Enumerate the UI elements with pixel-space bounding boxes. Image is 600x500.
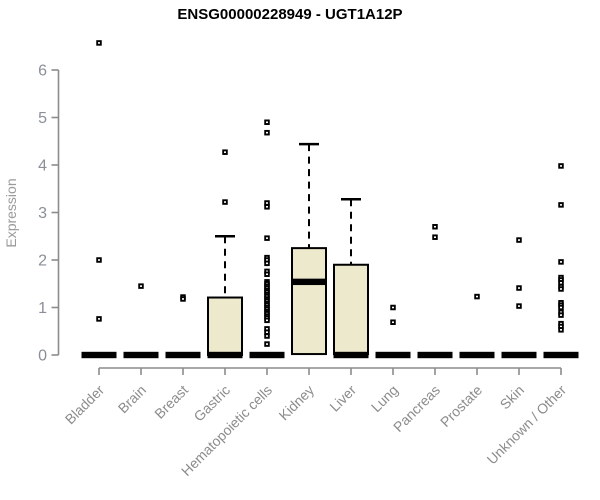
x-tick-label-prostate: Prostate: [437, 382, 485, 430]
outlier-center-bladder: [98, 259, 100, 261]
y-tick-label: 6: [38, 63, 47, 80]
outlier-center-lung: [392, 306, 394, 309]
outlier-center-pancreas: [434, 225, 436, 228]
y-tick-label: 5: [38, 110, 47, 127]
outlier-center-pancreas: [434, 236, 436, 238]
outlier-center-unknown-other: [560, 282, 562, 284]
outlier-center-hematopoietic-cells: [266, 328, 268, 330]
outlier-center-bladder: [98, 318, 100, 320]
x-tick-label-pancreas: Pancreas: [390, 382, 443, 435]
y-tick-label: 2: [38, 253, 47, 270]
outlier-center-hematopoietic-cells: [266, 237, 268, 239]
y-tick-label: 0: [38, 348, 47, 365]
x-tick-label-skin: Skin: [497, 382, 528, 413]
median-brain: [123, 351, 159, 359]
outlier-center-unknown-other: [560, 306, 562, 309]
outlier-center-hematopoietic-cells: [266, 121, 268, 124]
outlier-center-hematopoietic-cells: [266, 202, 268, 204]
median-kidney: [291, 278, 327, 286]
outlier-center-hematopoietic-cells: [266, 331, 268, 333]
outlier-center-unknown-other: [560, 204, 562, 206]
outlier-center-brain: [140, 285, 142, 287]
outlier-center-hematopoietic-cells: [266, 262, 268, 265]
median-prostate: [459, 351, 495, 359]
box-kidney: [291, 247, 327, 356]
outlier-center-gastric: [224, 201, 226, 203]
x-tick-label-breast: Breast: [151, 382, 191, 422]
outlier-center-skin: [518, 305, 520, 307]
median-gastric: [207, 351, 243, 359]
median-pancreas: [417, 351, 453, 359]
outlier-center-unknown-other: [560, 311, 562, 314]
outlier-center-lung: [392, 321, 394, 324]
y-axis-title: Expression: [3, 178, 19, 248]
chart-title: ENSG00000228949 - UGT1A12P: [177, 6, 403, 23]
outlier-center-skin: [518, 239, 520, 241]
outlier-center-hematopoietic-cells: [266, 343, 268, 345]
box-liver: [333, 263, 369, 356]
outlier-center-unknown-other: [560, 288, 562, 290]
outlier-center-unknown-other: [560, 325, 562, 328]
y-tick-label: 3: [38, 205, 47, 222]
x-tick-label-unknown-other: Unknown / Other: [484, 382, 570, 468]
y-tick-label: 4: [38, 158, 47, 175]
median-liver: [333, 351, 369, 359]
median-lung: [375, 351, 411, 359]
outlier-center-hematopoietic-cells: [266, 131, 268, 134]
box-gastric: [207, 296, 243, 356]
median-hematopoietic-cells: [249, 351, 285, 359]
outlier-center-hematopoietic-cells: [266, 270, 268, 273]
x-tick-label-brain: Brain: [115, 382, 149, 416]
outlier-center-prostate: [476, 295, 478, 298]
outlier-center-unknown-other: [560, 261, 562, 263]
outlier-center-unknown-other: [560, 329, 562, 331]
median-bladder: [81, 351, 117, 359]
outlier-center-bladder: [98, 42, 100, 44]
outlier-center-hematopoietic-cells: [266, 335, 268, 337]
x-tick-label-bladder: Bladder: [62, 382, 108, 428]
y-tick-label: 1: [38, 300, 47, 317]
outlier-center-hematopoietic-cells: [266, 206, 268, 208]
median-skin: [501, 351, 537, 359]
outlier-center-hematopoietic-cells: [266, 319, 268, 322]
median-unknown-other: [543, 351, 579, 359]
outlier-center-hematopoietic-cells: [266, 259, 268, 261]
outlier-center-breast: [182, 298, 184, 300]
outlier-center-hematopoietic-cells: [266, 273, 268, 276]
median-breast: [165, 351, 201, 359]
x-tick-label-lung: Lung: [368, 382, 401, 415]
outlier-center-gastric: [224, 151, 226, 153]
outlier-center-unknown-other: [560, 322, 562, 325]
x-tick-label-liver: Liver: [326, 382, 359, 415]
x-tick-label-kidney: Kidney: [276, 382, 318, 424]
outlier-center-skin: [518, 287, 520, 289]
outlier-center-unknown-other: [560, 279, 562, 281]
outlier-center-unknown-other: [560, 314, 562, 316]
outlier-center-unknown-other: [560, 165, 562, 167]
